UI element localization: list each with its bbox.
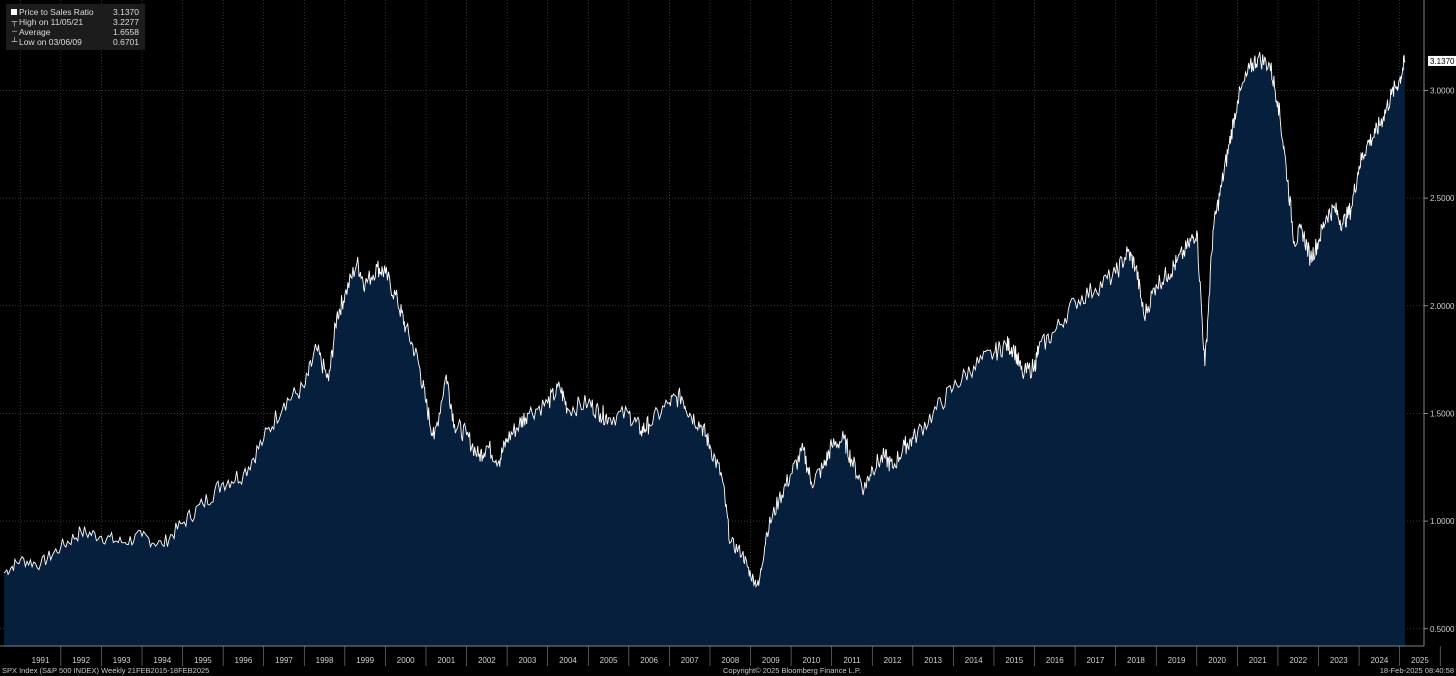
x-tick-label: 2007 [681, 656, 699, 665]
last-value-tag-bg [1428, 55, 1456, 66]
x-tick-label: 2009 [762, 656, 780, 665]
footer-copyright: Copyright© 2025 Bloomberg Finance L.P. [723, 666, 861, 675]
y-tick-label: 1.5000 [1430, 409, 1455, 418]
x-tick-label: 2020 [1208, 656, 1226, 665]
x-tick-label: 2008 [721, 656, 739, 665]
legend-value: 0.6701 [113, 37, 139, 47]
x-tick-label: 2005 [600, 656, 618, 665]
x-tick-label: 2013 [924, 656, 942, 665]
legend-item-low: ┴ Low on 03/06/09 0.6701 [10, 37, 139, 47]
x-tick-label: 1997 [275, 656, 293, 665]
x-tick-label: 2019 [1168, 656, 1186, 665]
y-tick-label: 1.0000 [1430, 517, 1455, 526]
average-marker-icon: ┄ [12, 27, 17, 36]
x-tick-label: 2012 [884, 656, 902, 665]
x-tick-label: 2015 [1005, 656, 1023, 665]
y-tick-label: 2.0000 [1430, 302, 1455, 311]
x-tick-label: 2000 [397, 656, 415, 665]
x-tick-label: 2016 [1046, 656, 1064, 665]
x-tick-label: 2004 [559, 656, 577, 665]
x-tick-label: 2024 [1370, 656, 1388, 665]
footer-security-info: SPX Index (S&P 500 INDEX) Weekly 21FEB20… [2, 666, 210, 675]
y-tick-label: 2.5000 [1430, 194, 1455, 203]
x-tick-label: 2025 [1411, 656, 1429, 665]
series-area-fill [4, 52, 1405, 646]
x-tick-label: 2014 [965, 656, 983, 665]
x-tick-label: 1998 [316, 656, 334, 665]
legend-item-series: Price to Sales Ratio 3.1370 [10, 7, 139, 17]
last-value-label: 3.1370 [1430, 57, 1455, 66]
x-tick-label: 2022 [1289, 656, 1307, 665]
x-tick-label: 1995 [194, 656, 212, 665]
x-tick-label: 2003 [519, 656, 537, 665]
x-tick-label: 1996 [235, 656, 253, 665]
x-tick-label: 2001 [437, 656, 455, 665]
legend-value: 3.1370 [113, 7, 139, 17]
x-tick-label: 2018 [1127, 656, 1145, 665]
legend-item-high: ┬ High on 11/05/21 3.2277 [10, 17, 139, 27]
legend-item-average: ┄ Average 1.6558 [10, 27, 139, 37]
legend-label: Low on 03/06/09 [19, 37, 82, 47]
y-tick-label: 3.0000 [1430, 86, 1455, 95]
x-tick-label: 1994 [153, 656, 171, 665]
legend-value: 1.6558 [113, 27, 139, 37]
legend-label: High on 11/05/21 [19, 17, 84, 27]
series-line [3, 51, 1406, 589]
legend-label: Average [19, 27, 51, 37]
x-tick-label: 1999 [356, 656, 374, 665]
plot-area [3, 51, 1406, 646]
last-value-tag: 3.1370 [1428, 55, 1456, 66]
x-tick-label: 2006 [640, 656, 658, 665]
legend-box: Price to Sales Ratio 3.1370 ┬ High on 11… [6, 4, 145, 50]
x-tick-label: 1992 [72, 656, 90, 665]
x-tick-label: 2023 [1330, 656, 1348, 665]
x-tick-label: 1993 [113, 656, 131, 665]
x-tick-label: 2002 [478, 656, 496, 665]
x-tick-label: 2021 [1249, 656, 1267, 665]
x-tick-label: 2011 [843, 656, 861, 665]
x-tick-label: 2010 [802, 656, 820, 665]
legend-label: Price to Sales Ratio [19, 7, 94, 17]
low-marker-icon: ┴ [11, 37, 18, 46]
x-tick-label: 2017 [1086, 656, 1104, 665]
high-marker-icon: ┬ [11, 17, 18, 26]
y-tick-label: 0.5000 [1430, 625, 1455, 634]
x-tick-label: 1991 [32, 656, 50, 665]
legend-value: 3.2277 [113, 17, 139, 27]
footer-timestamp: 18-Feb-2025 08:40:58 [1379, 666, 1454, 675]
legend-swatch-icon [11, 9, 17, 15]
footer-bar: SPX Index (S&P 500 INDEX) Weekly 21FEB20… [0, 666, 1456, 676]
